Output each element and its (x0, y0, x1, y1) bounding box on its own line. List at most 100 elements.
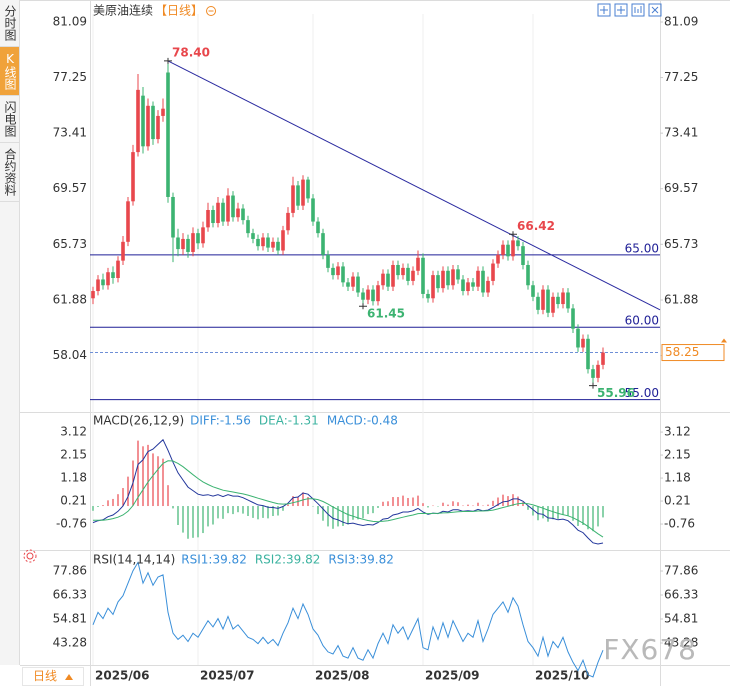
candle-body (451, 269, 455, 286)
period-selector[interactable]: 日线 (22, 667, 84, 686)
candle-body (431, 275, 435, 299)
candle-body (361, 292, 365, 300)
x-tick-label: 2025/06 (95, 669, 149, 683)
sidebar: 分时图 K线图 闪电图 合约资料 (0, 0, 20, 665)
extreme-label: 66.42 (517, 219, 555, 233)
y-tick-label: 3.12 (60, 425, 87, 439)
y-tick-label: 1.18 (60, 471, 87, 485)
candle-body (91, 291, 95, 299)
candle-body (296, 185, 300, 206)
candle-body (231, 195, 235, 218)
legend-label: RSI3:39.82 (328, 553, 394, 567)
legend-label: DEA:-1.31 (259, 414, 319, 428)
candle-body (536, 296, 540, 310)
collapse-icon[interactable] (206, 6, 217, 16)
candle-body (336, 266, 340, 276)
candle-body (191, 233, 195, 252)
candle-body (481, 270, 485, 293)
settings-icon[interactable] (23, 549, 37, 563)
candle-body (211, 209, 215, 224)
candle-body (276, 241, 280, 251)
candle-body (366, 289, 370, 300)
candle-body (256, 238, 260, 247)
extreme-label: 78.40 (172, 45, 210, 59)
extreme-label: 55.96 (597, 386, 635, 400)
candle-body (376, 285, 380, 302)
candle-body (581, 338, 585, 348)
y-tick-label: 58.04 (53, 348, 87, 362)
candle-body (441, 270, 445, 289)
candle-body (491, 263, 495, 281)
y-tick-label: 81.09 (53, 15, 87, 29)
sidebar-tab[interactable]: K线图 (0, 47, 19, 96)
x-tick-label: 2025/09 (425, 669, 479, 683)
candle-body (596, 364, 600, 378)
candle-body (281, 230, 285, 251)
candle-body (221, 202, 225, 222)
candle-body (286, 212, 290, 231)
y-tick-label: 61.88 (53, 293, 87, 307)
sidebar-tab[interactable]: 闪电图 (0, 96, 19, 143)
candle-body (301, 179, 305, 206)
candle-body (96, 279, 100, 292)
chart-title: 美原油连续 (93, 3, 153, 18)
candle-body (321, 233, 325, 255)
y-tick-label: 69.57 (53, 181, 87, 195)
candle-body (436, 275, 440, 289)
candle-body (506, 244, 510, 257)
indicator-line (93, 460, 604, 538)
legend-label: MACD:-0.48 (327, 414, 398, 428)
toolbar-icons[interactable] (597, 3, 662, 17)
y-tick-label: 61.88 (664, 293, 698, 307)
candle-body (566, 292, 570, 309)
candle-body (201, 227, 205, 244)
candle-body (101, 279, 105, 286)
candle-body (351, 276, 355, 287)
candle-body (401, 267, 405, 276)
candle-body (266, 237, 270, 248)
candle-body (456, 269, 460, 280)
sidebar-tab[interactable]: 分时图 (0, 0, 19, 47)
extreme-label: 61.45 (367, 307, 405, 321)
candle-body (271, 241, 275, 248)
sidebar-tab[interactable]: 合约资料 (0, 143, 19, 202)
extreme-marker (164, 57, 172, 64)
candle-body (141, 95, 145, 147)
candle-body (486, 280, 490, 293)
y-tick-label: 77.25 (664, 70, 698, 84)
candle-body (356, 276, 360, 293)
candle-body (166, 72, 170, 197)
candle-body (116, 260, 120, 279)
candle-body (186, 238, 190, 252)
trend-line (167, 60, 661, 311)
panel-title: MACD(26,12,9) (93, 414, 184, 428)
candle-body (326, 254, 330, 268)
y-tick-label: 81.09 (664, 15, 698, 29)
indicator-line (92, 438, 604, 545)
indicator-line (92, 561, 604, 678)
x-tick-label: 2025/07 (200, 669, 254, 683)
candle-body (546, 289, 550, 313)
candle-body (306, 179, 310, 199)
candle-body (171, 196, 175, 238)
y-tick-label: 73.41 (53, 126, 87, 140)
candle-body (476, 270, 480, 287)
candle-body (236, 208, 240, 218)
candle-body (241, 208, 245, 221)
candle-body (206, 209, 210, 228)
candle-body (251, 233, 255, 239)
candle-body (396, 264, 400, 276)
candle-body (561, 292, 565, 305)
candle-body (176, 237, 180, 250)
y-tick-label: -0.76 (664, 517, 695, 531)
extreme-marker (509, 231, 517, 238)
candle-body (146, 105, 150, 147)
candle-body (586, 338, 590, 370)
candle-body (501, 244, 505, 255)
legend-label: DIFF:-1.56 (190, 414, 251, 428)
candle-body (411, 270, 415, 281)
y-tick-label: 77.86 (53, 564, 87, 578)
y-tick-label: 73.41 (664, 126, 698, 140)
candle-body (571, 308, 575, 329)
